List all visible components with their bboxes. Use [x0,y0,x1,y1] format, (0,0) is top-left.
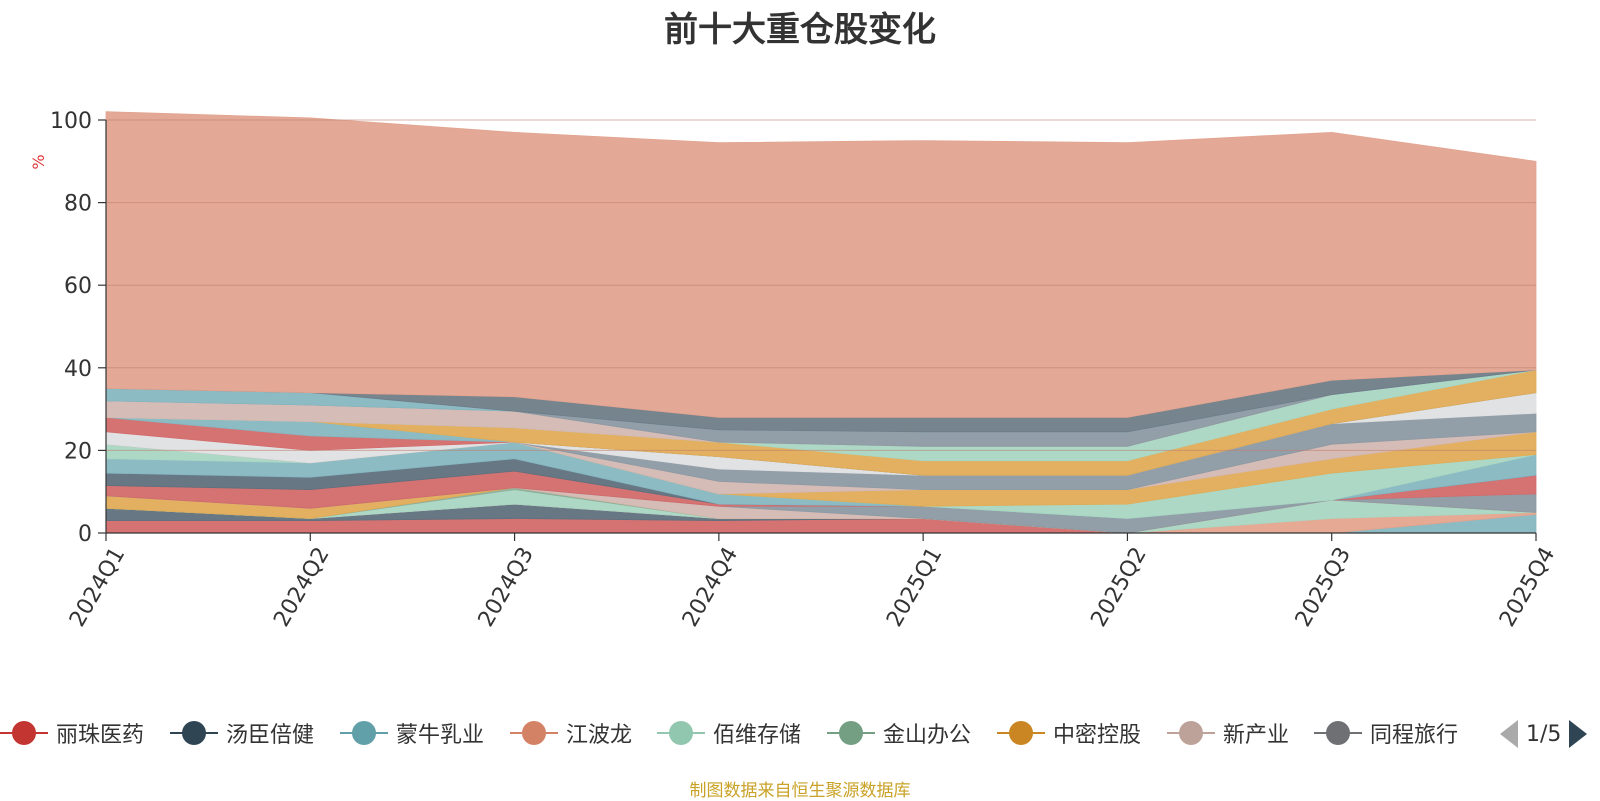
x-tick-label: 2025Q4 [1495,543,1560,631]
legend-label: 金山办公 [883,723,972,748]
legend-marker-icon [827,720,875,746]
x-tick-labels: 2024Q1 2024Q2 2024Q3 2024Q4 2025Q1 2025Q2 2025… [65,543,1560,631]
y-tick-label: 60 [64,274,92,299]
y-tick-label: 40 [64,357,92,382]
area-series-26 [105,111,1537,418]
legend-item[interactable]: 江波龙 [510,713,632,753]
x-tick-label: 2024Q3 [474,543,539,631]
x-tick-label: 2025Q1 [882,543,947,631]
legend-label: 江波龙 [566,723,633,748]
legend-item[interactable]: 同程旅行 [1314,713,1458,753]
series-areas [105,111,1537,534]
legend-label: 中密控股 [1053,723,1142,748]
legend-marker-icon [1314,720,1362,746]
legend-marker-icon [0,720,48,746]
legend-next-page-button[interactable] [1569,720,1588,748]
chart-title: 前十大重仓股变化 [664,10,936,50]
legend-item[interactable]: 蒙牛乳业 [340,713,484,753]
legend-item[interactable]: 新产业 [1167,713,1289,753]
axes [98,119,1537,541]
legend-label: 佰维存储 [713,723,802,748]
legend-label: 丽珠医药 [56,723,145,748]
y-tick-label: 100 [50,109,92,134]
legend-label: 同程旅行 [1370,723,1459,748]
legend-marker-icon [997,720,1045,746]
legend-item[interactable]: 中密控股 [997,713,1141,753]
x-tick-label: 2025Q2 [1086,543,1151,631]
y-tick-label: 80 [64,192,92,217]
x-tick-label: 2024Q1 [65,543,130,631]
x-tick-label: 2024Q4 [678,543,743,631]
legend-marker-icon [170,720,218,746]
legend-marker-icon [657,720,705,746]
y-tick-labels: 0 20 40 60 80 100 [50,109,92,547]
legend-item[interactable]: 汤臣倍健 [170,713,314,753]
y-tick-label: 0 [78,522,92,547]
y-tick-label: 20 [64,439,92,464]
legend: 丽珠医药 汤臣倍健 蒙牛乳业 江波龙 佰维存储 金山办公 中密控股 新产业 同程旅行 [0,713,1600,753]
x-tick-label: 2025Q3 [1291,543,1356,631]
legend-prev-page-button[interactable] [1500,720,1518,748]
legend-page-indicator: 1/5 [1526,721,1562,747]
gridlines [106,119,1536,451]
legend-item[interactable]: 丽珠医药 [0,713,144,753]
legend-label: 汤臣倍健 [226,723,315,748]
legend-marker-icon [340,720,388,746]
legend-label: 蒙牛乳业 [396,723,485,748]
legend-marker-icon [1167,720,1215,746]
y-axis-unit-label: % [29,154,48,169]
legend-item[interactable]: 金山办公 [827,713,971,753]
legend-pager: 1/5 [1500,716,1588,752]
legend-label: 新产业 [1223,723,1290,748]
legend-item[interactable]: 佰维存储 [657,713,801,753]
x-tick-label: 2024Q2 [269,543,334,631]
data-source-note: 制图数据来自恒生聚源数据库 [689,781,911,801]
legend-marker-icon [510,720,558,746]
